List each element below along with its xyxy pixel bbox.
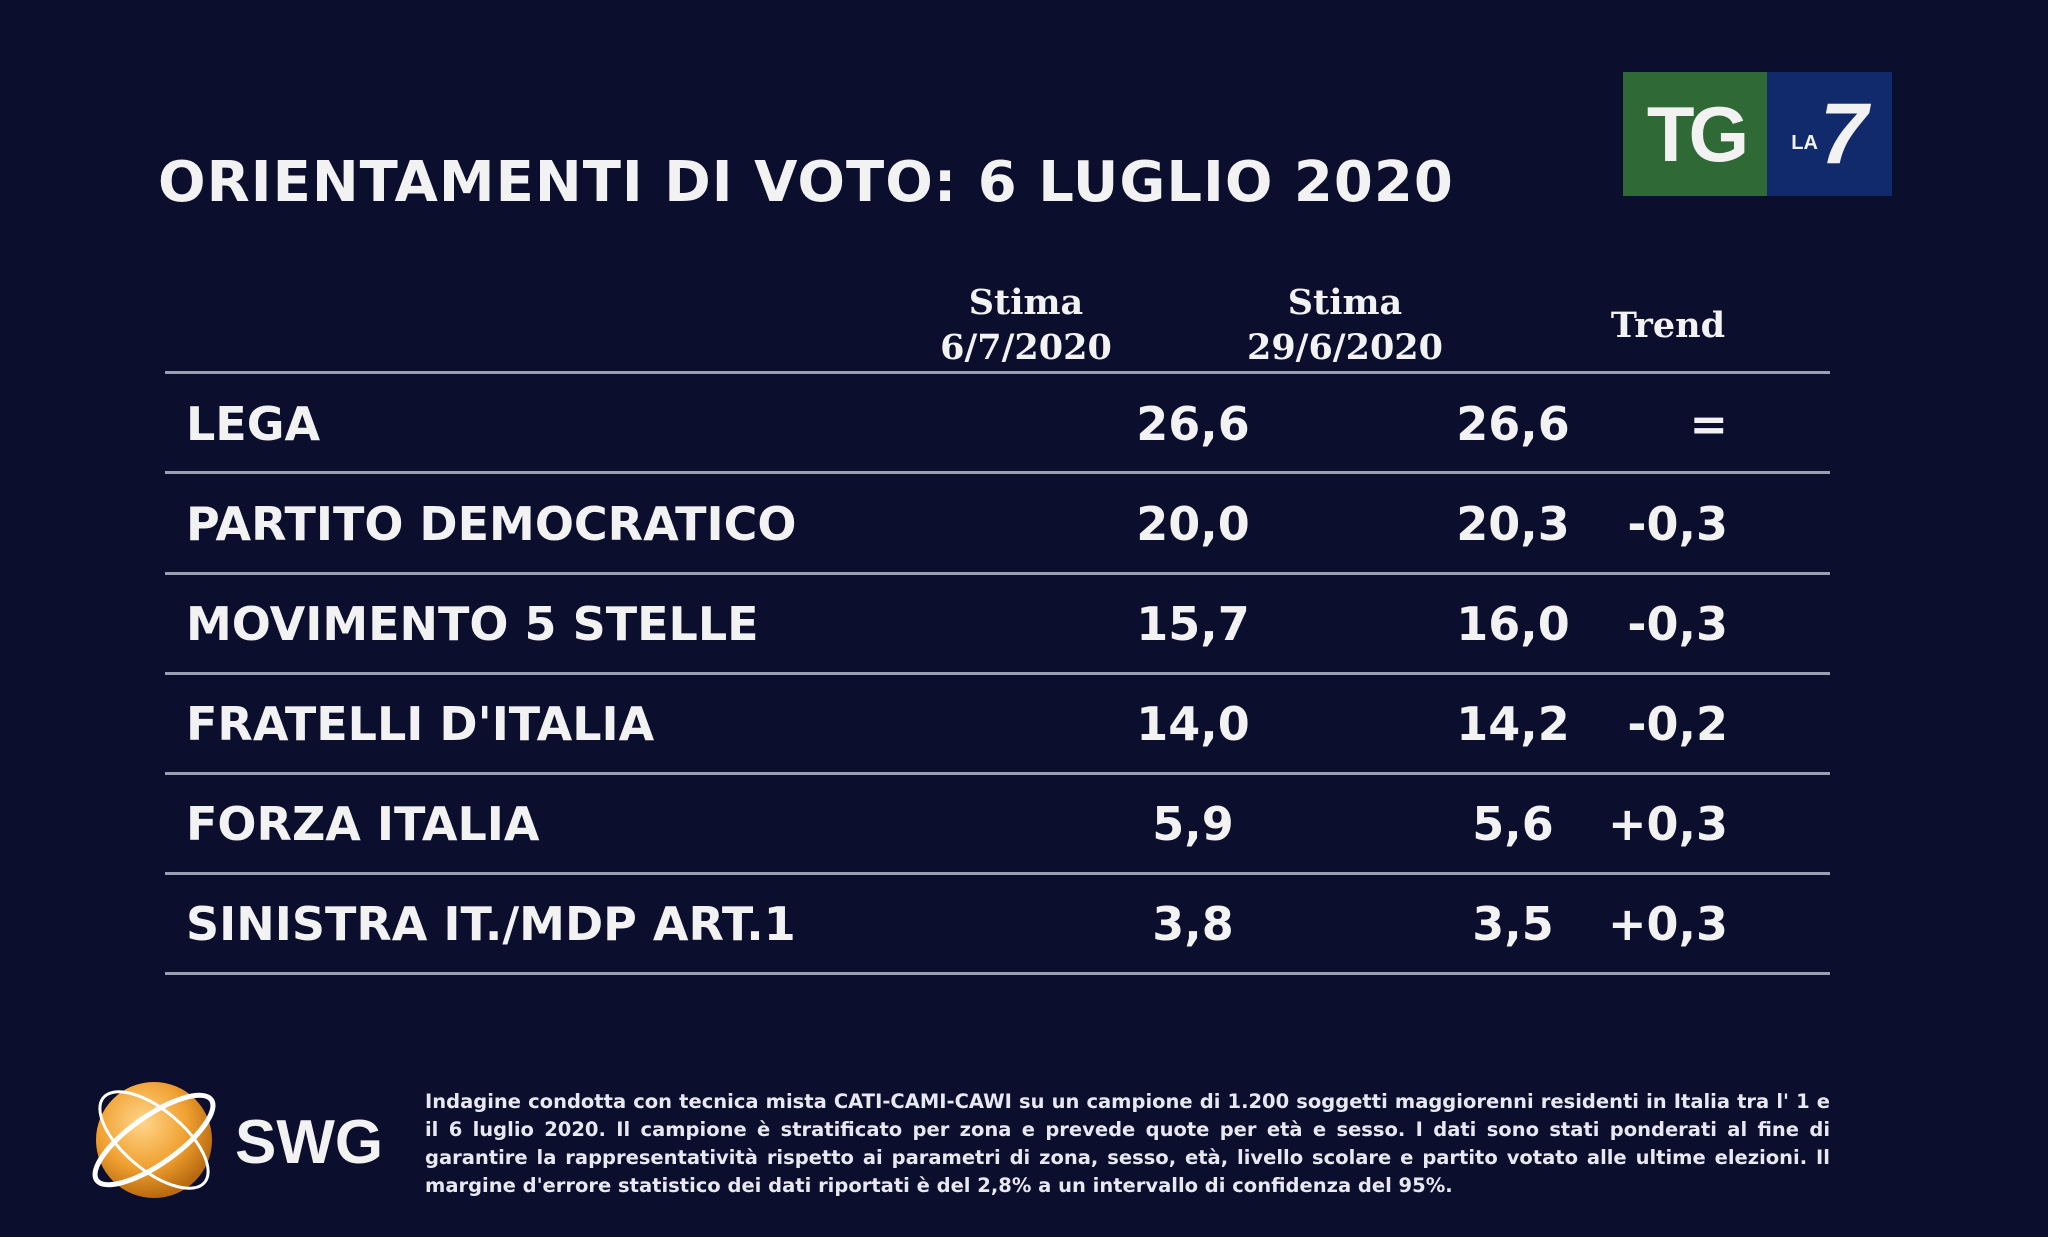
logo-la: LA bbox=[1791, 131, 1818, 154]
logo-7: 7 bbox=[1819, 85, 1868, 182]
previous-estimate: 5,6 bbox=[1472, 797, 1554, 851]
divider bbox=[165, 471, 1830, 474]
header-trend: Trend bbox=[1610, 305, 1726, 346]
table-row: LEGA 26,6 26,6 = bbox=[165, 374, 1830, 474]
trend-value: +0,3 bbox=[1607, 897, 1728, 951]
header-previous: Stima 29/6/2020 bbox=[1195, 280, 1495, 370]
logo-la7: LA 7 bbox=[1767, 72, 1892, 196]
divider bbox=[165, 972, 1830, 975]
table-row: FRATELLI D'ITALIA 14,0 14,2 -0,2 bbox=[165, 674, 1830, 774]
swg-logo-text: SWG bbox=[235, 1108, 384, 1177]
divider bbox=[165, 772, 1830, 775]
current-estimate: 26,6 bbox=[1136, 397, 1250, 451]
trend-value: -0,3 bbox=[1627, 597, 1728, 651]
methodology-footnote: Indagine condotta con tecnica mista CATI… bbox=[425, 1090, 1830, 1197]
party-name: SINISTRA IT./MDP ART.1 bbox=[186, 897, 796, 951]
party-name: FRATELLI D'ITALIA bbox=[186, 697, 655, 751]
table-row: PARTITO DEMOCRATICO 20,0 20,3 -0,3 bbox=[165, 474, 1830, 574]
current-estimate: 3,8 bbox=[1152, 897, 1234, 951]
divider bbox=[165, 572, 1830, 575]
header-current-line2: 6/7/2020 bbox=[940, 327, 1112, 368]
header-previous-line2: 29/6/2020 bbox=[1246, 327, 1444, 368]
divider bbox=[165, 371, 1830, 374]
previous-estimate: 3,5 bbox=[1472, 897, 1554, 951]
party-name: LEGA bbox=[186, 397, 321, 451]
previous-estimate: 16,0 bbox=[1456, 597, 1570, 651]
trend-value: -0,2 bbox=[1627, 697, 1728, 751]
tg-la7-logo: TG LA 7 bbox=[1623, 72, 1892, 196]
trend-value: -0,3 bbox=[1627, 497, 1728, 551]
header-current: Stima 6/7/2020 bbox=[876, 280, 1176, 370]
logo-tg: TG bbox=[1623, 72, 1767, 196]
header-current-line1: Stima bbox=[968, 282, 1084, 323]
table-row: SINISTRA IT./MDP ART.1 3,8 3,5 +0,3 bbox=[165, 874, 1830, 974]
previous-estimate: 14,2 bbox=[1456, 697, 1570, 751]
previous-estimate: 26,6 bbox=[1456, 397, 1570, 451]
table-row: MOVIMENTO 5 STELLE 15,7 16,0 -0,3 bbox=[165, 574, 1830, 674]
current-estimate: 20,0 bbox=[1136, 497, 1250, 551]
party-name: FORZA ITALIA bbox=[186, 797, 540, 851]
current-estimate: 14,0 bbox=[1136, 697, 1250, 751]
previous-estimate: 20,3 bbox=[1456, 497, 1570, 551]
trend-value: +0,3 bbox=[1607, 797, 1728, 851]
trend-value: = bbox=[1689, 397, 1728, 451]
table-row: FORZA ITALIA 5,9 5,6 +0,3 bbox=[165, 774, 1830, 874]
party-name: PARTITO DEMOCRATICO bbox=[186, 497, 797, 551]
current-estimate: 15,7 bbox=[1136, 597, 1250, 651]
header-previous-line1: Stima bbox=[1287, 282, 1403, 323]
current-estimate: 5,9 bbox=[1152, 797, 1234, 851]
page-title: ORIENTAMENTI DI VOTO: 6 LUGLIO 2020 bbox=[158, 150, 1454, 215]
swg-globe-icon bbox=[92, 1082, 216, 1198]
divider bbox=[165, 872, 1830, 875]
party-name: MOVIMENTO 5 STELLE bbox=[186, 597, 759, 651]
divider bbox=[165, 672, 1830, 675]
